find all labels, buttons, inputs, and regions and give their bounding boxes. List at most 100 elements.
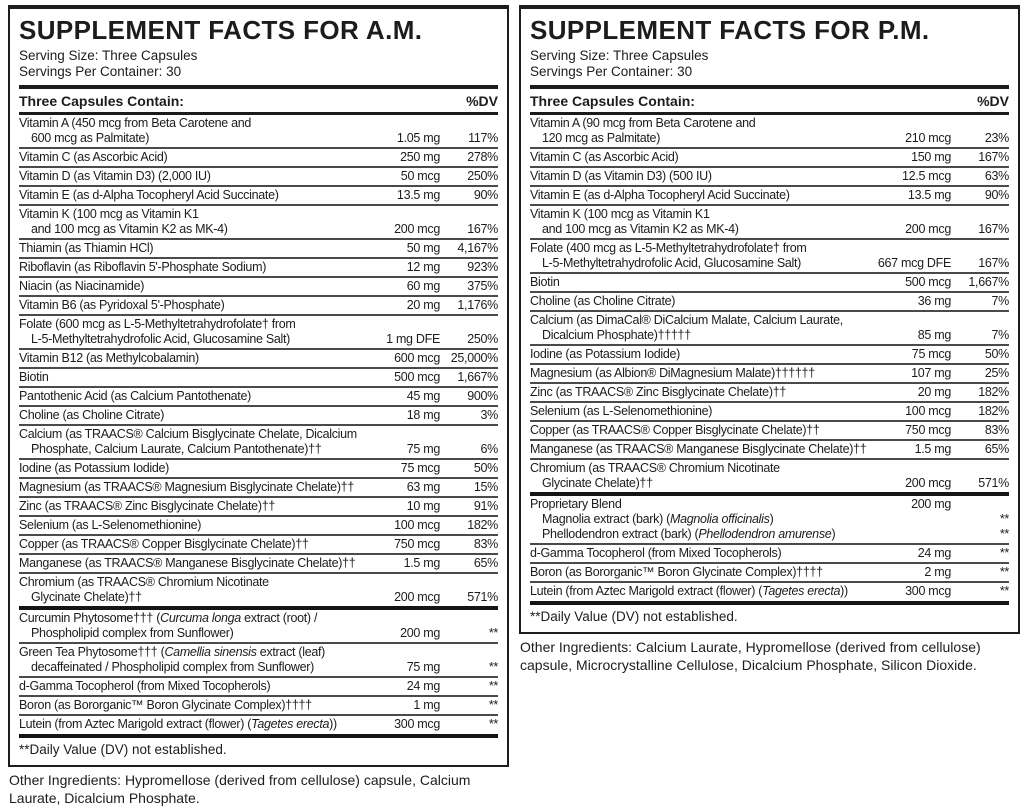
ingredient-name: Vitamin B12 (as Methylcobalamin): [19, 351, 199, 365]
ingredient-dv: 63%: [984, 169, 1009, 183]
ingredient-amount: [360, 645, 440, 660]
ingredient-amount: 45 mg: [406, 389, 441, 403]
dv-header-am: %DV: [466, 93, 498, 109]
ingredient-dv: **: [488, 626, 498, 640]
ingredient-dv: 7%: [991, 328, 1010, 342]
ingredient-dv: **: [999, 584, 1009, 598]
table-line: Chromium (as TRAACS® Chromium Nicotinate: [19, 575, 498, 590]
table-row: Chromium (as TRAACS® Chromium Nicotinate…: [530, 458, 1009, 492]
ingredient-name: Vitamin K (100 mcg as Vitamin K1: [19, 207, 199, 221]
ingredient-amount: 1.05 mg: [396, 131, 440, 145]
ingredient-name: Calcium (as DimaCal® DiCalcium Malate, C…: [530, 313, 843, 327]
dv-footnote-pm: **Daily Value (DV) not established.: [530, 601, 1009, 625]
ingredient-dv: 250%: [467, 332, 498, 346]
table-row: Calcium (as TRAACS® Calcium Bisglycinate…: [19, 424, 498, 458]
ingredient-dv: 182%: [467, 518, 498, 532]
ingredient-amount: 100 mcg: [394, 518, 440, 532]
table-row: Lutein (from Aztec Marigold extract (flo…: [19, 714, 498, 733]
ingredient-dv: 4,167%: [457, 241, 498, 255]
table-line: Selenium (as L-Selenomethionine) 100 mcg 1…: [19, 518, 498, 533]
other-ingredients-am: Other Ingredients: Hypromellose (derived…: [9, 772, 471, 806]
ingredient-dv: 6%: [480, 442, 499, 456]
supplement-facts-panel-am: SUPPLEMENT FACTS FOR A.M. Serving Size: …: [8, 5, 509, 767]
ingredient-dv: 167%: [467, 222, 498, 236]
table-line: Biotin 500 mcg 1,667%: [19, 370, 498, 385]
table-line: Vitamin C (as Ascorbic Acid) 250 mg 278%: [19, 150, 498, 165]
table-line: Folate (400 mcg as L-5-Methyltetrahydrof…: [530, 241, 1009, 256]
table-row: Copper (as TRAACS® Copper Bisglycinate C…: [530, 420, 1009, 439]
ingredient-amount: 500 mcg: [905, 275, 951, 289]
ingredient-dv: 923%: [467, 260, 498, 274]
table-row: Choline (as Choline Citrate) 36 mg 7%: [530, 291, 1009, 310]
table-line: Selenium (as L-Selenomethionine) 100 mcg 1…: [530, 404, 1009, 419]
section-divider: [530, 85, 1009, 89]
ingredient-name: Magnolia extract (bark) (Magnolia offici…: [542, 512, 774, 526]
section-divider: [19, 85, 498, 89]
ingredient-amount: 107 mg: [911, 366, 951, 380]
ingredient-name: Biotin: [19, 370, 49, 384]
ingredient-name: L-5-Methyltetrahydrofolic Acid, Glucosam…: [31, 332, 291, 346]
ingredient-name: d-Gamma Tocopherol (from Mixed Tocophero…: [530, 546, 782, 560]
table-line: Magnesium (as Albion® DiMagnesium Malate…: [530, 366, 1009, 381]
ingredient-dv: 375%: [467, 279, 498, 293]
ingredient-amount: 24 mg: [406, 679, 441, 693]
ingredient-dv: 91%: [473, 499, 498, 513]
ingredient-name: and 100 mcg as Vitamin K2 as MK-4): [31, 222, 228, 236]
table-line: Zinc (as TRAACS® Zinc Bisglycinate Chela…: [530, 385, 1009, 400]
table-row: Magnesium (as Albion® DiMagnesium Malate…: [530, 363, 1009, 382]
ingredient-amount: [360, 575, 440, 590]
ingredient-name: Manganese (as TRAACS® Manganese Bisglyci…: [19, 556, 356, 570]
ingredient-name: Iodine (as Potassium Iodide): [19, 461, 170, 475]
table-row: Vitamin C (as Ascorbic Acid) 250 mg 278%: [19, 147, 498, 166]
ingredient-name: Magnesium (as TRAACS® Magnesium Bisglyci…: [19, 480, 354, 494]
ingredient-amount: [360, 317, 440, 332]
ingredient-dv: 7%: [991, 294, 1010, 308]
table-line: d-Gamma Tocopherol (from Mixed Tocophero…: [530, 546, 1009, 561]
ingredient-amount: 300 mcg: [905, 584, 951, 598]
ingredient-dv: 50%: [984, 347, 1009, 361]
table-line: Thiamin (as Thiamin HCl) 50 mg 4,167%: [19, 241, 498, 256]
ingredient-amount: 200 mg: [400, 626, 440, 640]
table-row: Vitamin A (90 mcg from Beta Carotene and…: [530, 115, 1009, 147]
ingredient-name: Thiamin (as Thiamin HCl): [19, 241, 154, 255]
table-row: Biotin 500 mcg 1,667%: [530, 272, 1009, 291]
table-line: Iodine (as Potassium Iodide) 75 mcg 50%: [530, 347, 1009, 362]
ingredient-amount: [871, 313, 951, 328]
ingredient-dv: 50%: [473, 461, 498, 475]
table-line: Boron (as Bororganic™ Boron Glycinate Co…: [19, 698, 498, 713]
table-line: Phospholipid complex from Sunflower) 200 …: [19, 626, 498, 641]
table-line: Pantothenic Acid (as Calcium Pantothenat…: [19, 389, 498, 404]
table-line: Choline (as Choline Citrate) 18 mg 3%: [19, 408, 498, 423]
serving-size-am: Serving Size: Three Capsules: [19, 48, 198, 63]
ingredient-amount: 10 mg: [406, 499, 441, 513]
table-line: Calcium (as DimaCal® DiCalcium Malate, C…: [530, 313, 1009, 328]
table-row: Green Tea Phytosome††† (Camellia sinensi…: [19, 642, 498, 676]
table-line: Vitamin E (as d-Alpha Tocopheryl Acid Su…: [530, 188, 1009, 203]
table-row: Proprietary Blend 200 mg Magnolia extract …: [530, 492, 1009, 543]
ingredient-amount: 85 mg: [917, 328, 952, 342]
table-line: and 100 mcg as Vitamin K2 as MK-4) 200 mc…: [530, 222, 1009, 237]
table-line: 120 mcg as Palmitate) 210 mcg 23%: [530, 131, 1009, 146]
table-line: Copper (as TRAACS® Copper Bisglycinate C…: [530, 423, 1009, 438]
table-line: Green Tea Phytosome††† (Camellia sinensi…: [19, 645, 498, 660]
table-row: Folate (600 mcg as L-5-Methyltetrahydrof…: [19, 314, 498, 348]
ingredient-amount: 200 mcg: [905, 476, 951, 490]
ingredient-dv: 65%: [473, 556, 498, 570]
ingredient-name: Folate (400 mcg as L-5-Methyltetrahydrof…: [530, 241, 807, 255]
ingredient-dv: [440, 611, 498, 626]
ingredient-amount: [871, 241, 951, 256]
ingredient-name: Pantothenic Acid (as Calcium Pantothenat…: [19, 389, 251, 403]
ingredient-amount: 13.5 mg: [396, 188, 440, 202]
ingredient-amount: 200 mcg: [394, 590, 440, 604]
ingredient-name: Riboflavin (as Riboflavin 5'-Phosphate S…: [19, 260, 267, 274]
table-line: and 100 mcg as Vitamin K2 as MK-4) 200 mc…: [19, 222, 498, 237]
table-line: Manganese (as TRAACS® Manganese Bisglyci…: [19, 556, 498, 571]
table-line: L-5-Methyltetrahydrofolic Acid, Glucosam…: [530, 256, 1009, 271]
table-row: Lutein (from Aztec Marigold extract (flo…: [530, 581, 1009, 600]
ingredient-dv: 25,000%: [450, 351, 499, 365]
ingredient-dv: 3%: [480, 408, 499, 422]
other-ingredients-pm: Other Ingredients: Calcium Laurate, Hypr…: [520, 639, 981, 673]
ingredient-name: Iodine (as Potassium Iodide): [530, 347, 681, 361]
ingredient-dv: [951, 207, 1009, 222]
ingredient-amount: 200 mcg: [905, 222, 951, 236]
